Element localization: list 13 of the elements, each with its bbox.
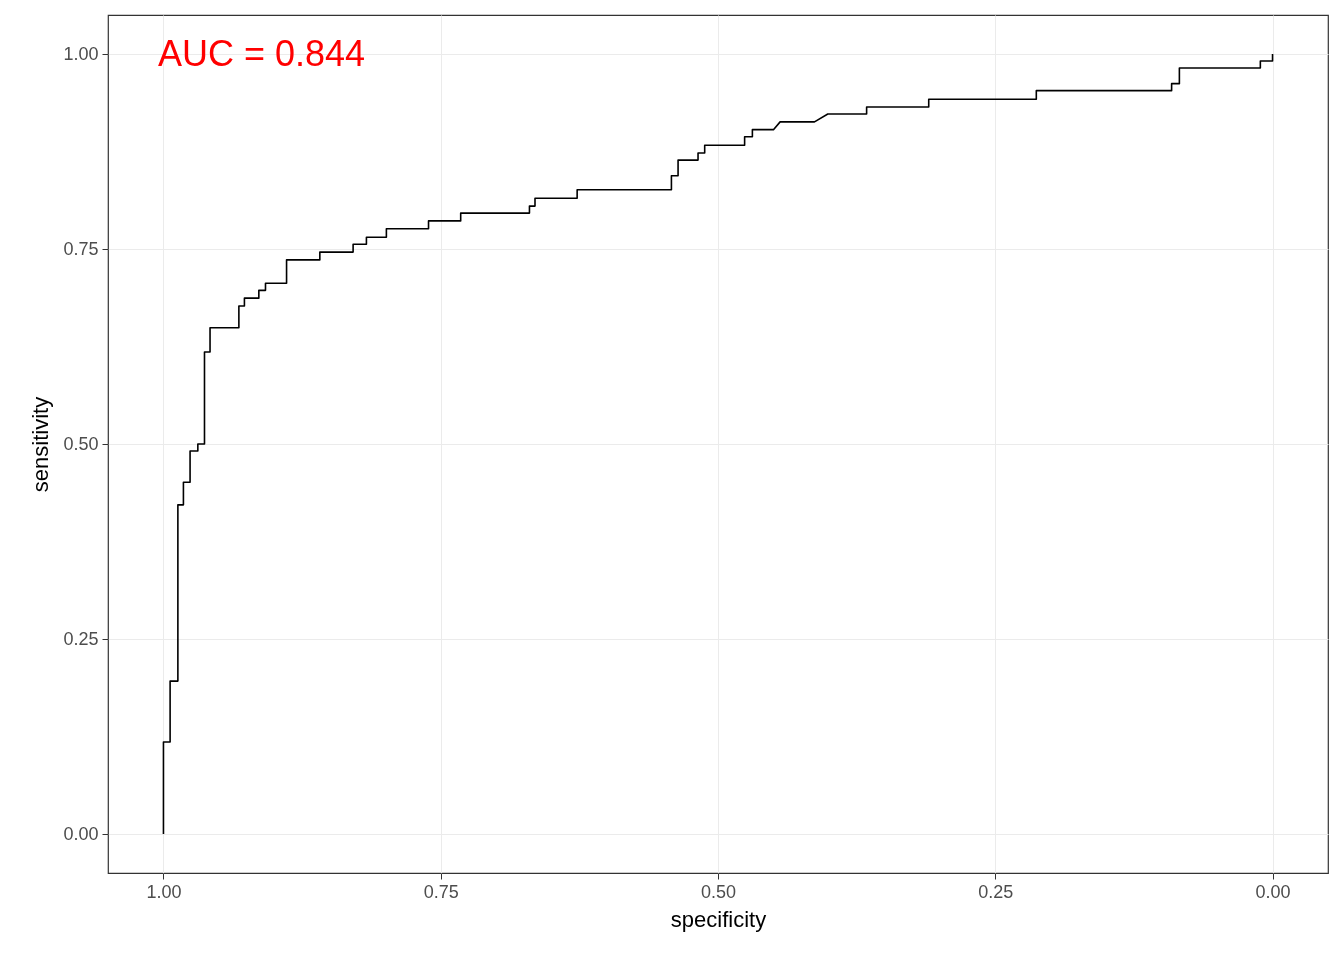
x-tick-label: 0.75 <box>423 881 459 902</box>
x-tick-label: 0.25 <box>978 881 1014 902</box>
y-tick-label: 0.00 <box>63 823 99 844</box>
x-tick-label: 0.00 <box>1255 881 1291 902</box>
y-tick-label: 0.25 <box>63 628 99 649</box>
x-tick-label: 0.50 <box>700 881 737 902</box>
y-tick-label: 1.00 <box>63 43 99 64</box>
x-tick-label: 1.00 <box>146 881 182 902</box>
x-axis-title: specificity <box>670 906 767 932</box>
y-axis-title: sensitivity <box>28 396 54 493</box>
y-tick-label: 0.75 <box>63 238 99 259</box>
annotation: AUC = 0.844 <box>158 33 366 74</box>
y-tick-label: 0.50 <box>63 433 99 454</box>
